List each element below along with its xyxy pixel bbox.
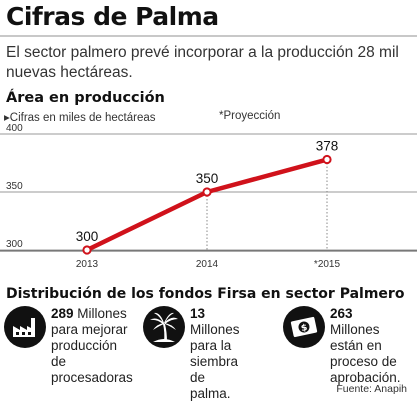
data-label: 300 bbox=[76, 229, 99, 244]
data-point bbox=[82, 245, 92, 255]
fund-line: procesadoras bbox=[51, 370, 133, 385]
projection-label: *Proyección bbox=[219, 110, 281, 122]
title-divider bbox=[0, 35, 417, 37]
fund-line: Millones bbox=[190, 322, 240, 337]
x-tick-label: 2013 bbox=[76, 259, 99, 270]
fund-text: 289 Millones para mejorar producción de … bbox=[51, 306, 133, 386]
fund-line: para la siembra bbox=[190, 338, 239, 369]
fund-text: 263 Millones están en proceso de aprobac… bbox=[330, 306, 401, 386]
y-tick-label: 350 bbox=[6, 181, 23, 192]
fund-line: para mejorar bbox=[51, 322, 128, 337]
data-point bbox=[202, 187, 212, 197]
x-tick-label: 2014 bbox=[196, 259, 219, 270]
chart-section-title: Área en producción bbox=[6, 90, 165, 106]
fund-amount: 13 bbox=[190, 306, 206, 321]
fund-line: Millones bbox=[330, 322, 380, 337]
fund-text: 13 Millones para la siembra de palma. bbox=[190, 306, 240, 402]
fund-amount: 263 bbox=[330, 306, 353, 321]
fund-line: están en bbox=[330, 338, 382, 353]
money-bill-icon: $ bbox=[283, 306, 325, 348]
palm-tree-icon bbox=[143, 306, 185, 348]
fund-line: proceso de bbox=[330, 354, 397, 369]
distribution-title: Distribución de los fondos Firsa en sect… bbox=[6, 286, 405, 302]
data-label: 378 bbox=[316, 139, 339, 154]
y-tick-label: 400 bbox=[6, 123, 23, 134]
factory-icon bbox=[4, 306, 46, 348]
svg-text:$: $ bbox=[300, 323, 308, 334]
fund-line: producción de bbox=[51, 338, 118, 369]
fund-amount: 289 bbox=[51, 306, 74, 321]
x-tick-label: *2015 bbox=[314, 259, 341, 270]
line-chart: 300 350 400 2013 2014 *2015 300 350 378 bbox=[0, 123, 417, 270]
data-point bbox=[322, 154, 332, 165]
data-label: 350 bbox=[196, 171, 219, 186]
y-tick-label: 300 bbox=[6, 239, 23, 250]
units-label: ▸Cifras en miles de hectáreas bbox=[4, 112, 156, 124]
fund-line: de palma. bbox=[190, 370, 231, 401]
source-note: Fuente: Anapih bbox=[336, 383, 407, 395]
subtitle: El sector palmero prevé incorporar a la … bbox=[6, 44, 399, 81]
fund-line: Millones bbox=[73, 306, 127, 321]
fund-line: aprobación. bbox=[330, 370, 401, 385]
page-title: Cifras de Palma bbox=[6, 2, 219, 31]
